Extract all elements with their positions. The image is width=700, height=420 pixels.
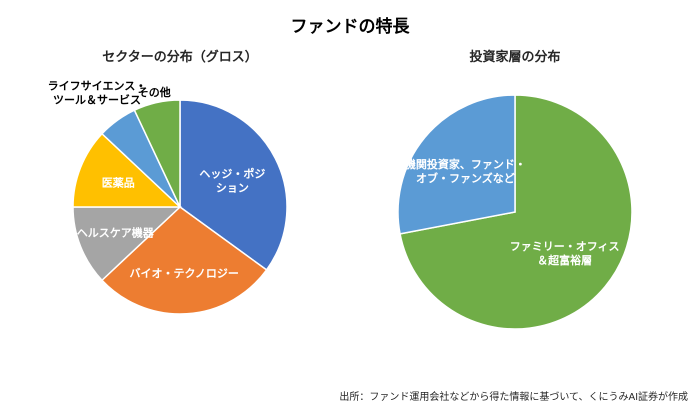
pie-slice-2 bbox=[72, 206, 182, 282]
investor-pie-chart: 投資家層の分布 ファミリー・オフィス＆超富裕層 機関投資家、ファンド・オブ・ファン… bbox=[390, 48, 640, 347]
pie-label-3: 医薬品 bbox=[102, 176, 135, 190]
investor-pie: ファミリー・オフィス＆超富裕層 機関投資家、ファンド・オブ・ファンズなど bbox=[397, 94, 633, 330]
pie-slice-3 bbox=[72, 132, 182, 208]
pie-slice-5 bbox=[133, 99, 181, 208]
pie-label-5: その他 bbox=[138, 85, 171, 99]
pie-slice-1 bbox=[397, 94, 516, 235]
sector-chart-title: セクターの分布（グロス） bbox=[102, 49, 258, 64]
pie-slice-0 bbox=[179, 99, 288, 271]
pie-slice-0 bbox=[399, 94, 633, 330]
sector-pie-chart: セクターの分布（グロス） ヘッジ・ポジションバイオ・テクノロジー ヘルスケア機器医… bbox=[30, 48, 330, 337]
source-note: 出所：ファンド運用会社などから得た情報に基づいて、くにうみAI証券が作成 bbox=[339, 392, 688, 403]
pie-label-0: ヘッジ・ポジション bbox=[199, 166, 265, 194]
pie-label-4: ライフサイエンス・ツール＆サービス bbox=[48, 80, 147, 107]
page-title: ファンドの特長 bbox=[290, 17, 410, 36]
pie-label-1: バイオ・テクノロジー bbox=[130, 267, 239, 280]
pie-label-0: ファミリー・オフィス＆超富裕層 bbox=[510, 240, 620, 267]
pie-slice-1 bbox=[100, 206, 268, 315]
pie-label-1: 機関投資家、ファンド・オブ・ファンズなど bbox=[405, 157, 526, 185]
pie-label-2: ヘルスケア機器 bbox=[77, 226, 155, 240]
investor-chart-title: 投資家層の分布 bbox=[469, 49, 561, 64]
